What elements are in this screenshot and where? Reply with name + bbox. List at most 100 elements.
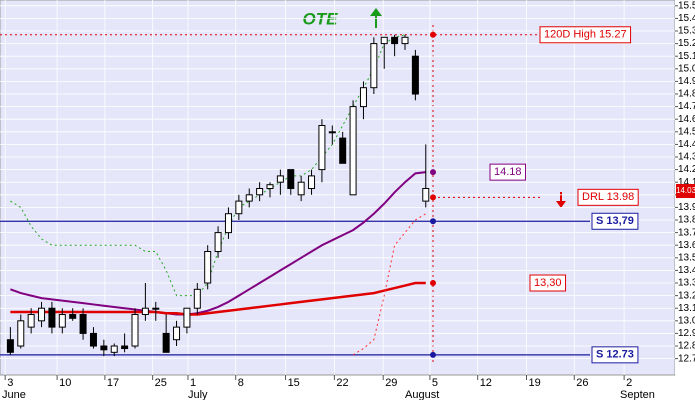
indicator-line — [10, 34, 406, 297]
indicator-line — [10, 281, 426, 316]
candle-body — [391, 36, 399, 45]
candle-body — [339, 137, 347, 164]
candle-body — [27, 314, 35, 328]
candle-body — [328, 131, 336, 134]
y-tick-label: 13.0 — [678, 315, 695, 326]
month-label: June — [2, 389, 26, 400]
candle-body — [121, 345, 129, 350]
candle-body — [235, 200, 243, 215]
level-label-box — [539, 26, 632, 44]
level-label: 120D High 15.27 — [544, 29, 627, 41]
y-tick-label: 15.1 — [678, 51, 695, 62]
y-tick-label: 13.3 — [678, 278, 695, 289]
level-marker — [430, 169, 436, 176]
level-marker — [430, 31, 436, 38]
y-tick-label: 13.7 — [678, 227, 695, 238]
candle-body — [245, 194, 253, 202]
x-tick-label: 19 — [529, 377, 541, 389]
y-tick-label: 15.4 — [678, 13, 695, 24]
level-marker — [430, 351, 436, 358]
last-price-tag — [676, 184, 695, 199]
x-tick-label: 1 — [190, 377, 196, 389]
y-tick-label: 14.4 — [678, 139, 695, 150]
y-tick-label: 13.4 — [678, 265, 695, 276]
x-tick-label: 2 — [626, 377, 632, 389]
candle-body — [422, 188, 430, 202]
candle-body — [401, 36, 409, 45]
candle-body — [266, 184, 274, 190]
candle-body — [17, 320, 25, 347]
y-tick-label: 14.8 — [678, 89, 695, 100]
x-tick-label: 12 — [480, 377, 492, 389]
candle-body — [48, 307, 56, 328]
y-tick-label: 14.6 — [678, 114, 695, 125]
y-tick-label: 15.3 — [678, 26, 695, 37]
x-tick-label: 5 — [432, 377, 438, 389]
level-label: DRL 13.98 — [582, 191, 634, 203]
x-tick-label: 3 — [7, 377, 13, 389]
candle-body — [287, 169, 295, 190]
candle-body — [349, 106, 357, 196]
candle-body — [370, 43, 378, 89]
y-tick-label: 14.2 — [678, 164, 695, 175]
y-tick-label: 14.3 — [678, 152, 695, 163]
level-label-box — [591, 346, 639, 364]
y-tick-label: 14.7 — [678, 101, 695, 112]
y-tick-label: 14.5 — [678, 126, 695, 137]
candle-body — [89, 332, 97, 347]
y-tick-label: 14.9 — [678, 76, 695, 87]
y-tick-label: 12.8 — [678, 341, 695, 352]
candle-body — [38, 307, 46, 322]
x-tick-label: 8 — [238, 377, 244, 389]
level-marker — [430, 194, 436, 201]
x-tick-label: 17 — [107, 377, 119, 389]
candle-body — [276, 175, 284, 183]
candle-body — [173, 326, 181, 341]
level-label: S 13,79 — [596, 215, 634, 227]
candle-body — [141, 307, 149, 316]
candle-body — [193, 288, 201, 309]
y-tick-label: 13.5 — [678, 252, 695, 263]
y-tick-label: 15.0 — [678, 63, 695, 74]
level-marker — [430, 218, 436, 225]
candle-body — [214, 232, 222, 253]
candle-body — [152, 307, 160, 310]
indicator-line — [352, 213, 427, 356]
y-tick-label: 13.8 — [678, 215, 695, 226]
candle-body — [380, 36, 388, 45]
indicator-line — [10, 171, 426, 316]
y-tick-label: 13.1 — [678, 303, 695, 314]
candle-body — [162, 332, 170, 353]
x-tick-label: 26 — [576, 377, 588, 389]
level-label-box — [489, 163, 527, 181]
candle-body — [58, 314, 66, 328]
down-arrow — [556, 192, 566, 208]
candle-body — [100, 345, 108, 351]
month-label: July — [188, 389, 208, 400]
y-tick-label: 15.2 — [678, 38, 695, 49]
candle-body — [183, 307, 191, 328]
level-label-box — [577, 188, 639, 206]
x-tick-label: 25 — [155, 377, 167, 389]
level-label: 14.18 — [494, 166, 522, 178]
x-tick-label: 10 — [59, 377, 71, 389]
candle-body — [79, 314, 87, 334]
month-label: August — [405, 389, 439, 400]
candle-body — [110, 345, 118, 353]
y-tick-label: 12.9 — [678, 328, 695, 339]
candle-body — [6, 339, 14, 353]
candle-body — [297, 181, 305, 196]
candle-body — [411, 55, 419, 95]
x-tick-label: 15 — [288, 377, 300, 389]
level-label: 13,30 — [534, 277, 562, 289]
y-tick-label: 13.2 — [678, 290, 695, 301]
candle-body — [308, 175, 316, 190]
month-label: Septen — [620, 389, 655, 400]
level-marker — [430, 280, 436, 287]
candle-body — [69, 314, 77, 319]
annotation: OTE — [303, 9, 339, 28]
x-tick-label: 22 — [336, 377, 348, 389]
candle-body — [359, 87, 367, 108]
candle-body — [224, 213, 232, 234]
